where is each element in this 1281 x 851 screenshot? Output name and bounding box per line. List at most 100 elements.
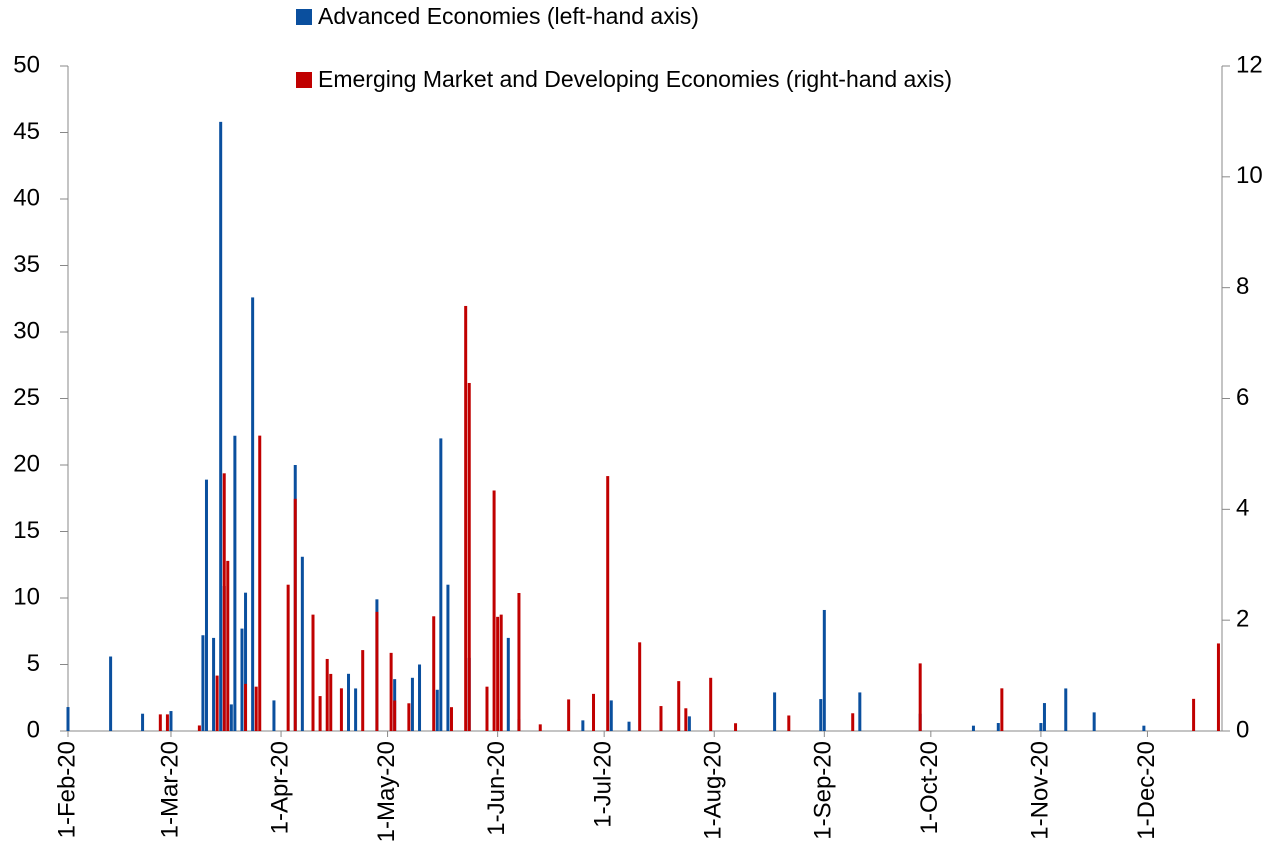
bar — [339, 688, 343, 731]
bar — [233, 435, 237, 731]
legend-swatch — [296, 72, 312, 88]
bar — [449, 707, 453, 731]
y-tick-label: 5 — [27, 650, 40, 677]
x-tick-label: 1-Apr-20 — [266, 741, 293, 834]
bar — [446, 584, 450, 731]
bar — [375, 611, 379, 731]
y-tick-label: 15 — [13, 517, 40, 544]
bar — [538, 724, 542, 731]
y-tick-label: 30 — [13, 317, 40, 344]
x-tick-label: 1-Nov-20 — [1026, 741, 1053, 840]
y-tick-label: 20 — [13, 450, 40, 477]
bar — [1000, 688, 1004, 731]
bar — [354, 688, 358, 731]
bar — [1216, 643, 1220, 731]
bar — [773, 692, 777, 731]
x-tick-label: 1-May-20 — [373, 741, 400, 842]
bar — [293, 498, 297, 731]
bar — [1042, 703, 1046, 731]
bar — [684, 708, 688, 731]
bar — [677, 681, 681, 731]
bar — [506, 637, 510, 731]
x-tick-label: 1-Aug-20 — [700, 741, 727, 840]
x-tick-label: 1-Jul-20 — [590, 741, 617, 828]
x-tick-label: 1-Mar-20 — [156, 741, 183, 838]
bar — [787, 715, 791, 731]
bar — [311, 614, 315, 731]
bar — [244, 592, 248, 731]
y2-tick-label: 8 — [1236, 273, 1249, 300]
bar — [1142, 725, 1146, 731]
bar — [734, 723, 738, 731]
bar — [1192, 698, 1196, 731]
x-tick-label: 1-Oct-20 — [916, 741, 943, 834]
bar — [201, 635, 205, 731]
bar — [325, 658, 329, 731]
bar — [141, 713, 145, 731]
bar — [204, 479, 208, 731]
bar — [499, 614, 503, 731]
bar — [822, 609, 826, 731]
y2-tick-label: 2 — [1236, 606, 1249, 633]
x-tick-label: 1-Feb-20 — [53, 741, 80, 838]
bar — [347, 673, 351, 731]
bar — [592, 693, 596, 731]
y-tick-label: 35 — [13, 251, 40, 278]
legend-label: Emerging Market and Developing Economies… — [318, 66, 952, 92]
bar — [439, 438, 443, 731]
bar — [1092, 712, 1096, 731]
y2-tick-label: 6 — [1236, 384, 1249, 411]
bar — [464, 305, 468, 731]
bar — [485, 686, 489, 731]
x-tick-label: 1-Dec-20 — [1133, 741, 1160, 840]
bar — [197, 725, 201, 731]
bar — [517, 593, 521, 731]
bar — [638, 642, 642, 731]
legend-label: Advanced Economies (left-hand axis) — [318, 3, 699, 29]
bar — [418, 664, 422, 731]
bar — [971, 725, 975, 731]
bar — [709, 677, 713, 731]
bar — [819, 699, 823, 731]
bar — [158, 714, 162, 731]
bar — [361, 650, 365, 731]
bar — [169, 711, 173, 731]
bar — [251, 297, 255, 731]
bar — [254, 686, 258, 731]
bar — [258, 435, 262, 731]
bar — [581, 720, 585, 731]
x-tick-label: 1-Jun-20 — [483, 741, 510, 836]
bar — [410, 677, 414, 731]
x-tick-label: 1-Sep-20 — [810, 741, 837, 840]
bar — [393, 700, 397, 731]
bar — [492, 490, 496, 731]
bar — [851, 713, 855, 731]
bar — [858, 692, 862, 731]
y2-tick-label: 4 — [1236, 495, 1249, 522]
bar — [300, 556, 304, 731]
bar — [219, 121, 223, 732]
bar — [996, 723, 1000, 731]
bar — [435, 689, 439, 731]
bar — [687, 716, 691, 731]
bar — [329, 673, 333, 731]
y-tick-label: 25 — [13, 384, 40, 411]
bar — [606, 476, 610, 731]
bar — [567, 699, 571, 731]
bar — [609, 700, 613, 731]
legend-swatch — [296, 9, 312, 25]
bar — [318, 696, 322, 731]
bar — [432, 616, 436, 731]
bar — [659, 706, 663, 731]
bar — [66, 707, 70, 731]
y-tick-label: 10 — [13, 583, 40, 610]
y2-tick-label: 0 — [1236, 716, 1249, 743]
bar — [467, 382, 471, 731]
y2-tick-label: 12 — [1236, 51, 1263, 78]
bar — [1039, 723, 1043, 731]
bar — [215, 675, 219, 731]
bar — [244, 683, 248, 731]
bar — [407, 703, 411, 731]
bar — [226, 560, 230, 731]
